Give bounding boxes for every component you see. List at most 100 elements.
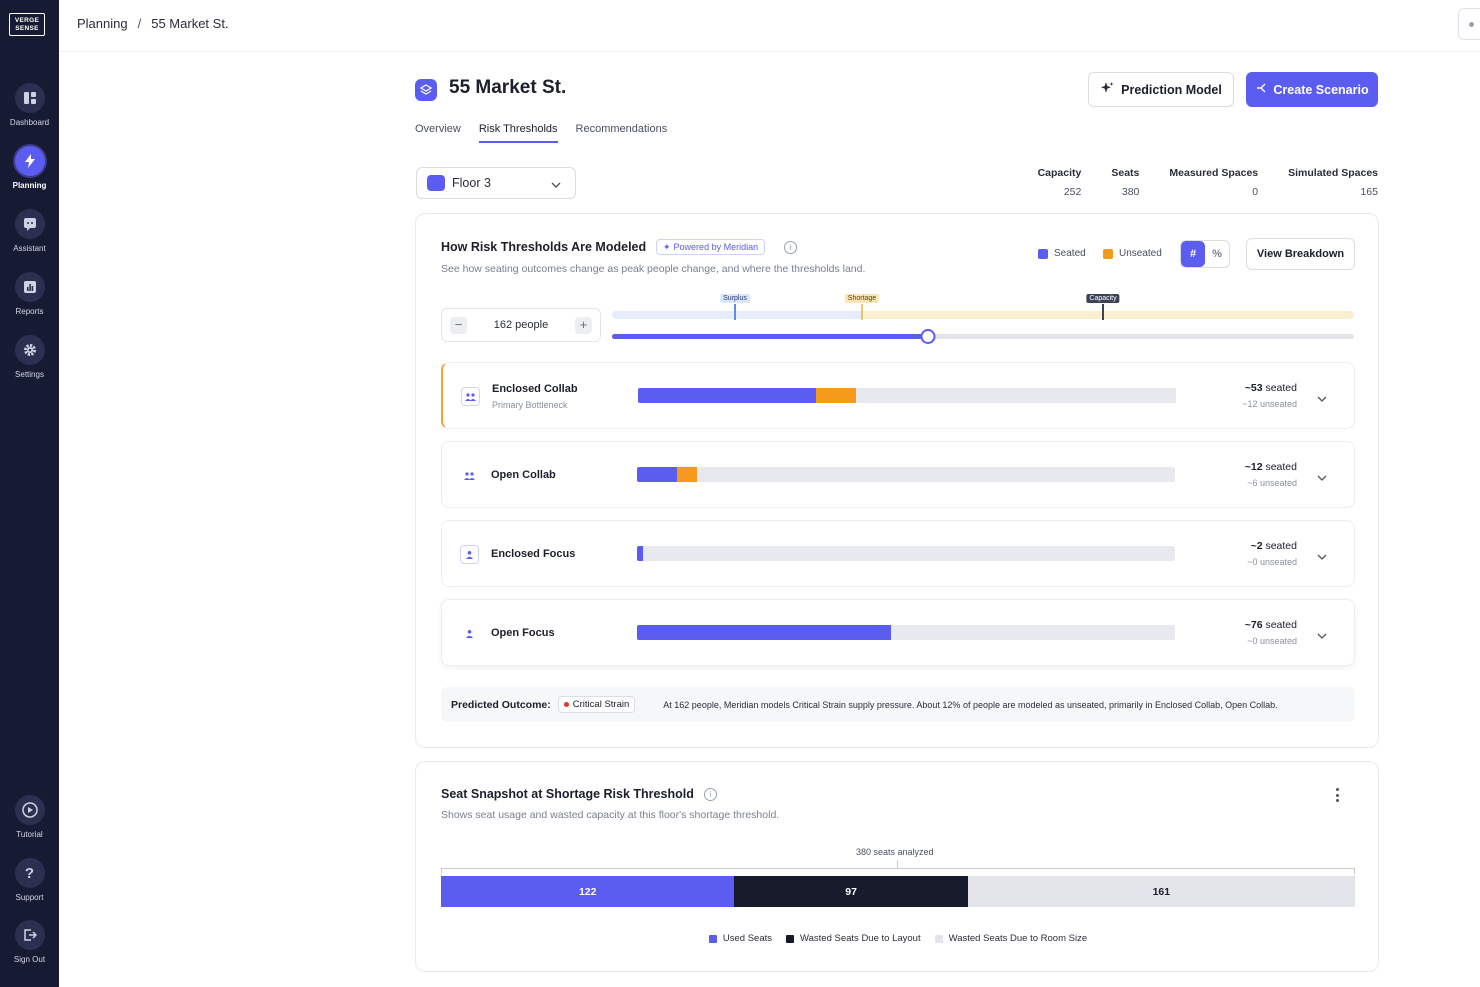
group-icon <box>461 387 480 406</box>
space-row-enclosed-collab[interactable]: Enclosed Collab Primary Bottleneck ~53 s… <box>441 362 1355 429</box>
seated-suffix: seated <box>1262 540 1297 552</box>
row-unseated-value: ~6 unseated <box>1247 478 1297 488</box>
bracket-tick <box>897 860 898 868</box>
wasted-room-size-segment[interactable]: 161 <box>967 876 1355 907</box>
group-icon <box>460 466 479 485</box>
row-name: Enclosed Collab <box>492 383 578 395</box>
row-name: Open Focus <box>491 627 555 639</box>
prediction-model-label: Prediction Model <box>1121 82 1222 97</box>
seated-suffix: seated <box>1262 382 1297 394</box>
chevron-down-icon[interactable] <box>1317 548 1327 566</box>
sidebar-item-planning[interactable]: Planning <box>0 146 59 190</box>
minus-button[interactable]: − <box>450 316 467 334</box>
space-row-open-collab[interactable]: Open Collab ~12 seated ~6 unseated <box>441 441 1355 508</box>
chevron-down-icon[interactable] <box>1317 469 1327 487</box>
legend-unseated-label: Unseated <box>1119 248 1162 259</box>
sidebar-label: Reports <box>15 307 44 316</box>
sidebar-label: Dashboard <box>9 118 50 127</box>
shortage-marker <box>861 304 863 320</box>
row-unseated-value: ~12 unseated <box>1242 399 1297 409</box>
tab-risk-thresholds[interactable]: Risk Thresholds <box>478 123 558 143</box>
stat-seats: Seats 380 <box>1111 167 1139 198</box>
sidebar-item-dashboard[interactable]: Dashboard <box>0 83 59 127</box>
tab-recommendations[interactable]: Recommendations <box>575 123 668 135</box>
question-icon: ? <box>14 858 45 888</box>
create-scenario-button[interactable]: Create Scenario <box>1246 72 1378 107</box>
space-row-enclosed-focus[interactable]: Enclosed Focus ~2 seated ~0 unseated <box>441 520 1355 587</box>
row-bar <box>637 546 1175 561</box>
stat-value: 165 <box>1360 186 1378 198</box>
person-icon <box>460 624 479 643</box>
more-options-icon[interactable] <box>1336 788 1340 805</box>
seated-count: ~2 <box>1250 540 1263 552</box>
legend-swatch <box>786 934 795 943</box>
branch-icon <box>1255 82 1267 97</box>
toggle-percent[interactable]: % <box>1212 248 1222 260</box>
slider-thumb[interactable] <box>920 329 936 344</box>
seated-count: ~76 <box>1244 619 1263 631</box>
sidebar-item-settings[interactable]: Settings <box>0 335 59 379</box>
stat-label: Seats <box>1111 167 1140 179</box>
sidebar-label: Settings <box>15 370 44 379</box>
toggle-count[interactable]: # <box>1181 241 1205 267</box>
stepper-value[interactable]: 162 people <box>493 319 549 331</box>
prediction-model-button[interactable]: Prediction Model <box>1088 72 1234 107</box>
floor-select[interactable]: Floor 3 <box>416 167 576 199</box>
sidebar-label: Planning <box>12 181 47 190</box>
row-seated-value: ~12 seated <box>1245 461 1297 473</box>
info-icon[interactable]: i <box>784 241 797 254</box>
breadcrumb-planning-link[interactable]: Planning <box>77 16 128 31</box>
sidebar-label: Support <box>15 893 44 902</box>
vergesense-logo[interactable]: VERGE SENSE <box>9 13 45 36</box>
seat-snapshot-card: Seat Snapshot at Shortage Risk Threshold… <box>415 761 1379 972</box>
row-seated-value: ~2 seated <box>1251 540 1297 552</box>
space-row-open-focus[interactable]: Open Focus ~76 seated ~0 unseated <box>441 599 1355 666</box>
sidebar-item-support[interactable]: ? Support <box>0 858 59 902</box>
seated-swatch <box>1038 248 1048 259</box>
wasted-layout-segment[interactable]: 97 <box>734 876 968 907</box>
stat-simulated-spaces: Simulated Spaces 165 <box>1288 167 1378 198</box>
risk-thresholds-card: How Risk Thresholds Are Modeled ✦ Powere… <box>415 213 1379 748</box>
used-seats-segment[interactable]: 122 <box>441 876 735 907</box>
surplus-tag: Surplus <box>720 294 750 303</box>
sidebar-item-sign-out[interactable]: Sign Out <box>0 920 59 964</box>
shortage-tag: Shortage <box>844 294 880 303</box>
sidebar-label: Sign Out <box>13 955 46 964</box>
tab-overview[interactable]: Overview <box>415 123 461 135</box>
side-panel-toggle[interactable] <box>1458 8 1480 40</box>
legend-label: Wasted Seats Due to Room Size <box>948 933 1088 944</box>
unit-toggle: # % <box>1180 240 1230 268</box>
legend-wasted-room-size: Wasted Seats Due to Room Size <box>934 933 1088 944</box>
sparkle-icon <box>1100 81 1114 98</box>
row-unseated-value: ~0 unseated <box>1247 636 1297 646</box>
person-icon <box>460 545 479 564</box>
legend-label: Used Seats <box>722 933 773 944</box>
slider-track[interactable] <box>612 334 1354 339</box>
info-icon[interactable]: i <box>704 788 717 801</box>
view-breakdown-button[interactable]: View Breakdown <box>1246 238 1355 270</box>
legend-swatch <box>708 934 717 943</box>
sidebar-item-tutorial[interactable]: Tutorial <box>0 795 59 839</box>
chevron-down-icon[interactable] <box>1317 390 1327 408</box>
seat-stacked-bar: 122 97 161 <box>441 876 1355 907</box>
capacity-tag: Capacity <box>1086 294 1120 303</box>
sidebar-item-reports[interactable]: Reports <box>0 272 59 316</box>
plus-button[interactable]: + <box>574 316 592 334</box>
seats-bracket <box>441 868 1355 874</box>
stat-value: 380 <box>1121 186 1140 198</box>
play-icon <box>14 795 45 825</box>
risk-card-subtitle: See how seating outcomes change as peak … <box>441 263 866 275</box>
seated-suffix: seated <box>1262 619 1297 631</box>
chevron-down-icon <box>551 178 561 192</box>
breadcrumb-separator: / <box>137 16 142 31</box>
capacity-marker <box>1102 304 1104 320</box>
sidebar-item-assistant[interactable]: Assistant <box>0 209 59 253</box>
row-bar <box>638 388 1176 403</box>
floor-select-value: Floor 3 <box>452 176 491 190</box>
chevron-down-icon[interactable] <box>1317 627 1327 645</box>
top-bar: Planning / 55 Market St. <box>59 0 1480 52</box>
legend-seated-label: Seated <box>1054 248 1086 259</box>
sidebar-label: Tutorial <box>16 830 43 839</box>
shortage-zone <box>862 311 1354 319</box>
powered-by-label: Powered by Meridian <box>673 242 759 252</box>
